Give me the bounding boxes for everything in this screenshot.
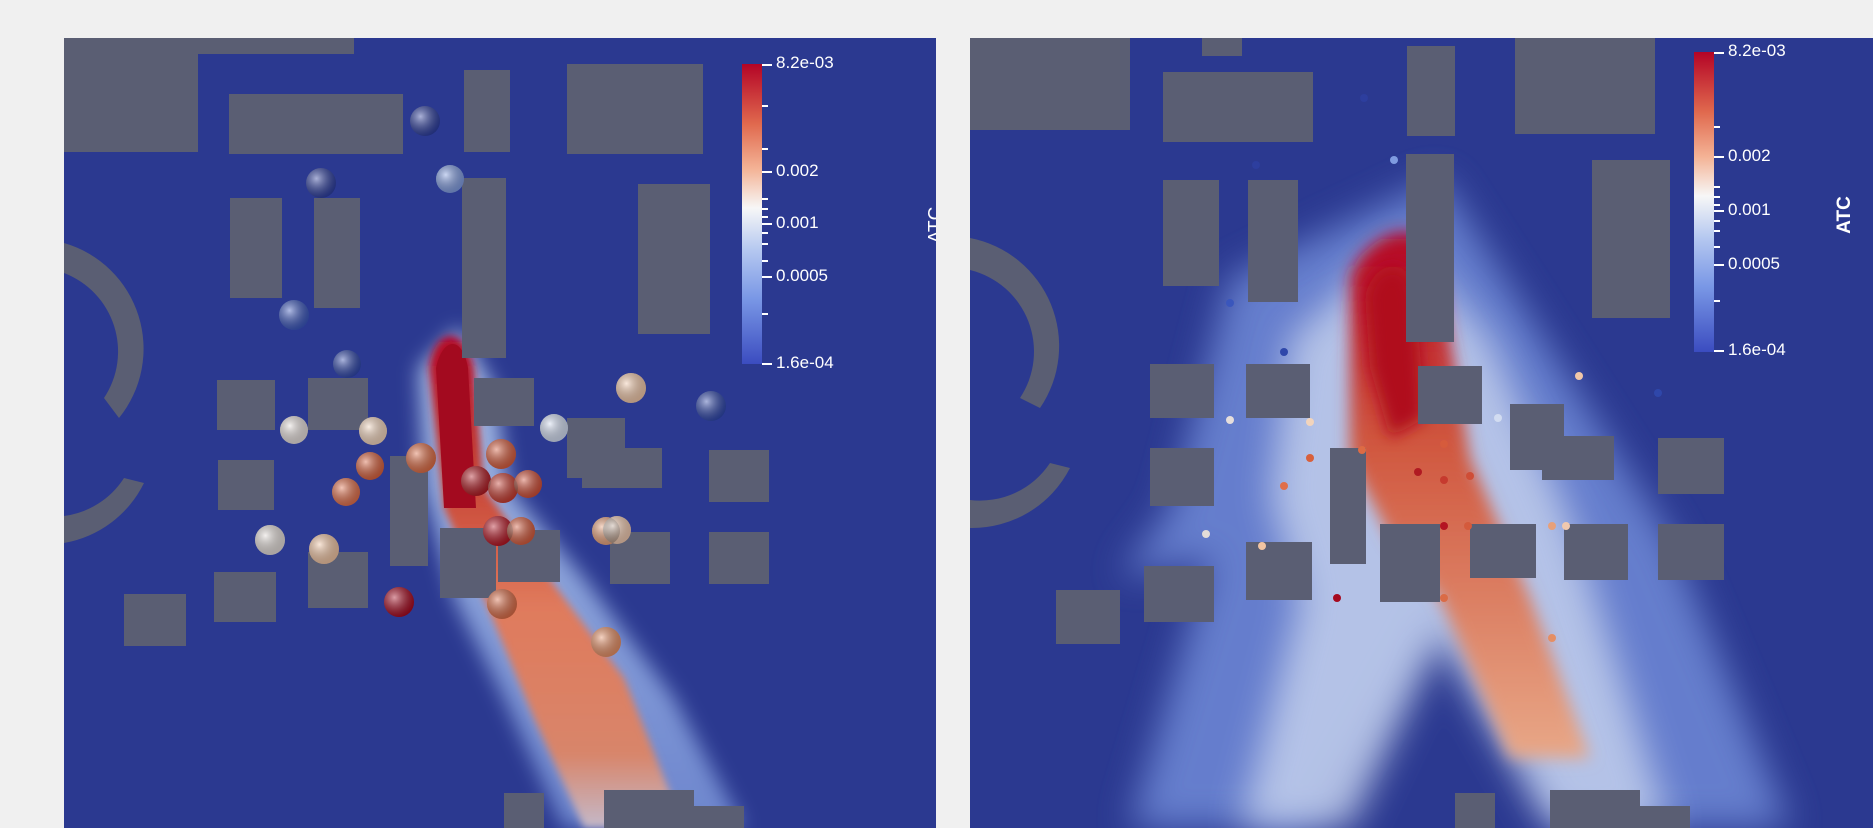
left-colorbar-min-label: 1.6e-04 [776, 353, 834, 372]
ring-structure-top [970, 238, 1060, 408]
right-colorbar-label-00005: 0.0005 [1728, 254, 1780, 273]
left-colorbar-label-0001: 0.001 [776, 213, 819, 232]
left-simulation-panel: 8.2e-03 0.002 0.001 0.0005 1.6e-04 ATC [64, 38, 936, 828]
buildings [970, 38, 1724, 828]
right-simulation-panel: 8.2e-03 0.002 0.001 0.0005 1.6e-04 ATC [970, 38, 1873, 828]
sensor-spheres [1202, 94, 1662, 642]
right-colorbar-title: ATC [1833, 196, 1855, 234]
sphere-shading [255, 106, 726, 657]
ring-structure-top [64, 243, 144, 418]
left-colorbar-title: ATC [925, 206, 936, 244]
ring-structure-bottom [64, 478, 144, 543]
left-colorbar-label-0002: 0.002 [776, 161, 819, 180]
right-colorbar-max-label: 8.2e-03 [1728, 41, 1786, 60]
left-colorbar-label-00005: 0.0005 [776, 266, 828, 285]
plume-source [436, 343, 476, 508]
left-colorbar-max-label: 8.2e-03 [776, 53, 834, 72]
ring-structure-bottom [970, 463, 1070, 529]
left-plume-view [64, 38, 769, 828]
left-colorbar [742, 64, 762, 364]
right-colorbar-min-label: 1.6e-04 [1728, 340, 1786, 359]
right-colorbar [1694, 52, 1714, 352]
right-colorbar-label-0002: 0.002 [1728, 146, 1771, 165]
right-colorbar-label-0001: 0.001 [1728, 200, 1771, 219]
plume-core [429, 336, 684, 828]
right-plume-view [970, 38, 1790, 828]
buildings [64, 38, 769, 828]
